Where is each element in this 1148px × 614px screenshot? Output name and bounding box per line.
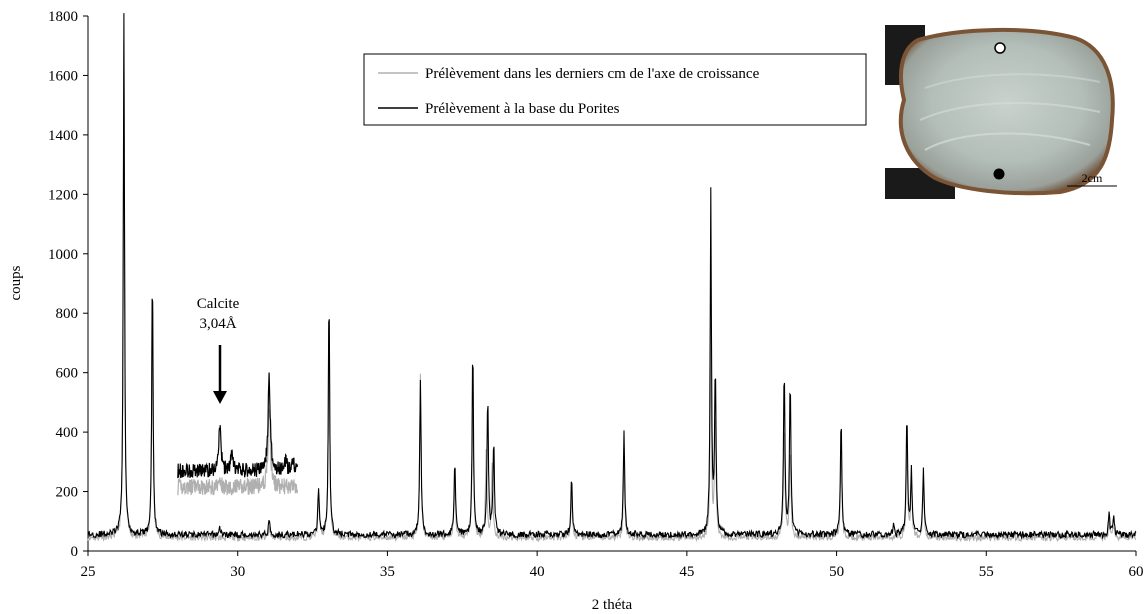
coral-slab bbox=[898, 27, 1115, 196]
x-tick-label: 35 bbox=[380, 564, 395, 580]
sample-marker-open bbox=[994, 42, 1006, 54]
x-tick-label: 30 bbox=[230, 564, 245, 580]
y-tick-label: 800 bbox=[56, 306, 79, 322]
y-tick-label: 0 bbox=[71, 544, 79, 560]
inset-zoom-layer bbox=[177, 372, 299, 496]
inset-trace-black bbox=[177, 372, 299, 479]
scale-bar-label: 2cm bbox=[1082, 171, 1103, 185]
series-line-black bbox=[87, 13, 1137, 540]
legend-label-black: Prélèvement à la base du Porites bbox=[425, 101, 620, 117]
tick-labels: 0 200 400 600 800 1000 1200 1400 1600 1800 25 30 35 4… bbox=[48, 9, 1144, 580]
coral-growth-band-1 bbox=[924, 132, 1091, 151]
x-axis-title: 2 théta bbox=[592, 597, 633, 613]
y-axis-title: coups bbox=[8, 265, 24, 300]
y-tick-label: 1800 bbox=[48, 9, 78, 25]
legend-box bbox=[363, 53, 867, 126]
coral-growth-band-3 bbox=[924, 73, 1101, 89]
y-tick-label: 1400 bbox=[48, 128, 78, 144]
x-tick-label: 55 bbox=[979, 564, 994, 580]
coral-growth-band-2 bbox=[919, 101, 1101, 121]
legend-label-gray: Prélèvement dans les derniers cm de l'ax… bbox=[425, 66, 760, 82]
y-tick-label: 400 bbox=[56, 425, 79, 441]
annotation-arrow-head bbox=[213, 391, 227, 404]
y-tick-label: 200 bbox=[56, 485, 79, 501]
x-tick-label: 50 bbox=[829, 564, 844, 580]
annotation-line1: Calcite bbox=[197, 296, 240, 312]
x-tick-label: 45 bbox=[679, 564, 694, 580]
axes-group bbox=[83, 15, 1137, 556]
y-tick-label: 1000 bbox=[48, 247, 78, 263]
x-tick-label: 40 bbox=[530, 564, 545, 580]
x-tick-label: 25 bbox=[81, 564, 96, 580]
inset-trace-gray bbox=[177, 408, 299, 496]
y-tick-label: 1600 bbox=[48, 68, 78, 84]
annotation-line2: 3,04Å bbox=[199, 316, 236, 332]
calcite-annotation: Calcite 3,04Å bbox=[197, 296, 240, 404]
coral-section-photo: 2cm bbox=[885, 25, 1119, 199]
y-tick-label: 1200 bbox=[48, 187, 78, 203]
series-line-gray bbox=[87, 41, 1137, 543]
legend: Prélèvement dans les derniers cm de l'ax… bbox=[363, 53, 867, 126]
series-layer bbox=[87, 13, 1137, 543]
y-tick-label: 600 bbox=[56, 366, 79, 382]
sample-marker-filled bbox=[993, 168, 1005, 180]
x-tick-label: 60 bbox=[1129, 564, 1144, 580]
